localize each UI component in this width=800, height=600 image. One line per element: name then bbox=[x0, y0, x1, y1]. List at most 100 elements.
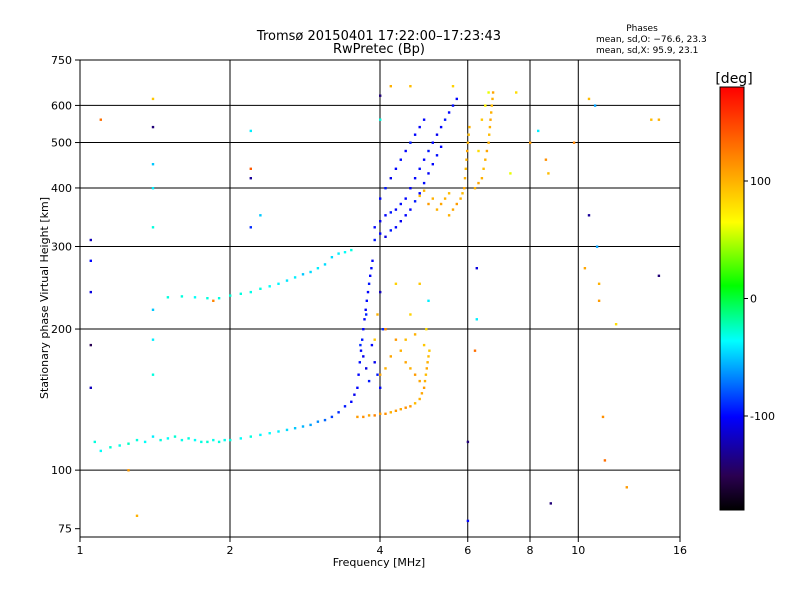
x-mode-point bbox=[544, 158, 548, 161]
x-mode-point bbox=[423, 379, 427, 383]
o-mode-point bbox=[151, 435, 155, 438]
y-tick-label: 750 bbox=[51, 54, 72, 67]
x-mode-point bbox=[468, 125, 471, 129]
o-mode-point bbox=[435, 133, 439, 136]
o-mode-point bbox=[316, 267, 320, 270]
o-mode-point bbox=[285, 428, 289, 432]
o-mode-point bbox=[217, 297, 221, 300]
x-mode-point bbox=[127, 469, 130, 472]
o-mode-point bbox=[365, 313, 368, 316]
o-mode-point bbox=[379, 220, 382, 223]
x-mode-point bbox=[465, 158, 468, 161]
x-mode-point bbox=[547, 172, 550, 175]
colorbar bbox=[719, 86, 745, 511]
o-mode-point bbox=[431, 141, 434, 144]
stats-line-o: mean, sd,O: −76.6, 23.3 bbox=[596, 35, 707, 45]
x-mode-point bbox=[461, 192, 464, 195]
x-mode-point bbox=[427, 355, 430, 358]
x-mode-point bbox=[467, 133, 470, 136]
o-mode-point bbox=[356, 386, 359, 389]
x-mode-point bbox=[451, 85, 455, 88]
o-mode-point bbox=[359, 343, 362, 347]
x-mode-point bbox=[394, 409, 398, 412]
x-mode-point bbox=[473, 187, 477, 190]
x-mode-point bbox=[379, 412, 382, 415]
o-mode-point bbox=[151, 163, 155, 166]
x-mode-point bbox=[409, 85, 412, 88]
o-mode-point bbox=[99, 449, 102, 453]
x-mode-point bbox=[488, 133, 491, 136]
x-mode-point bbox=[509, 172, 512, 175]
o-mode-point bbox=[379, 290, 382, 294]
grid-lines bbox=[80, 60, 680, 537]
o-mode-point bbox=[409, 187, 412, 190]
o-mode-point bbox=[384, 214, 387, 217]
y-tick-label: 100 bbox=[51, 464, 72, 477]
o-mode-point bbox=[166, 296, 170, 299]
x-mode-point bbox=[418, 397, 421, 401]
x-mode-point bbox=[657, 118, 661, 121]
stats-heading: Phases bbox=[626, 24, 658, 34]
o-mode-point bbox=[109, 446, 112, 449]
x-mode-point bbox=[376, 313, 379, 316]
o-mode-point bbox=[587, 214, 591, 217]
o-mode-point bbox=[359, 349, 363, 352]
colorbar-label: [deg] bbox=[715, 71, 752, 87]
o-mode-point bbox=[93, 440, 96, 444]
y-tick-label: 600 bbox=[51, 99, 72, 112]
o-mode-point bbox=[435, 154, 439, 157]
o-mode-point bbox=[259, 433, 262, 437]
x-mode-point bbox=[484, 104, 487, 107]
o-mode-point bbox=[384, 187, 387, 190]
o-mode-point bbox=[593, 104, 597, 107]
x-mode-point bbox=[490, 104, 493, 107]
o-mode-point bbox=[373, 226, 376, 229]
o-mode-point bbox=[537, 129, 540, 133]
o-mode-point bbox=[362, 355, 365, 358]
o-mode-point bbox=[229, 438, 232, 442]
x-mode-point bbox=[431, 197, 434, 200]
x-mode-point bbox=[379, 373, 382, 376]
o-mode-point bbox=[422, 158, 426, 161]
x-tick-label: 4 bbox=[377, 544, 384, 557]
x-tick-label: 16 bbox=[673, 544, 687, 557]
o-mode-point bbox=[259, 287, 262, 290]
o-mode-point bbox=[212, 438, 215, 442]
o-mode-point bbox=[316, 420, 320, 423]
data-points bbox=[89, 85, 661, 523]
o-mode-point bbox=[394, 226, 398, 229]
o-mode-point bbox=[357, 373, 360, 376]
o-mode-point bbox=[361, 338, 364, 341]
x-axis-ticks: 1 2 4 6 8 10 16 bbox=[77, 537, 687, 557]
o-mode-point bbox=[404, 214, 407, 217]
x-mode-point bbox=[464, 167, 467, 170]
o-mode-point bbox=[418, 167, 421, 170]
o-mode-point bbox=[223, 438, 226, 442]
x-mode-point bbox=[389, 411, 392, 414]
x-mode-point bbox=[367, 414, 371, 417]
o-mode-point bbox=[353, 393, 356, 396]
o-mode-point bbox=[427, 149, 430, 153]
o-mode-point bbox=[366, 290, 370, 294]
x-mode-point bbox=[459, 197, 462, 200]
o-mode-point bbox=[404, 197, 407, 200]
x-mode-point bbox=[491, 91, 495, 94]
o-mode-point bbox=[389, 229, 392, 232]
o-mode-point bbox=[249, 226, 252, 229]
x-tick-label: 2 bbox=[227, 544, 234, 557]
o-mode-point bbox=[549, 502, 552, 505]
o-mode-point bbox=[466, 519, 470, 523]
o-mode-point bbox=[371, 259, 374, 262]
stats-line-x: mean, sd,X: 95.9, 23.1 bbox=[596, 46, 698, 56]
o-mode-point bbox=[418, 125, 421, 129]
o-mode-point bbox=[379, 386, 382, 389]
o-mode-point bbox=[369, 274, 372, 277]
x-mode-point bbox=[455, 202, 458, 206]
x-mode-point bbox=[583, 267, 587, 270]
o-mode-point bbox=[394, 208, 398, 211]
o-mode-point bbox=[399, 158, 402, 161]
x-tick-label: 6 bbox=[464, 544, 471, 557]
x-mode-point bbox=[418, 194, 421, 198]
colorbar-tick-label: -100 bbox=[750, 410, 775, 423]
x-mode-point bbox=[399, 349, 402, 352]
